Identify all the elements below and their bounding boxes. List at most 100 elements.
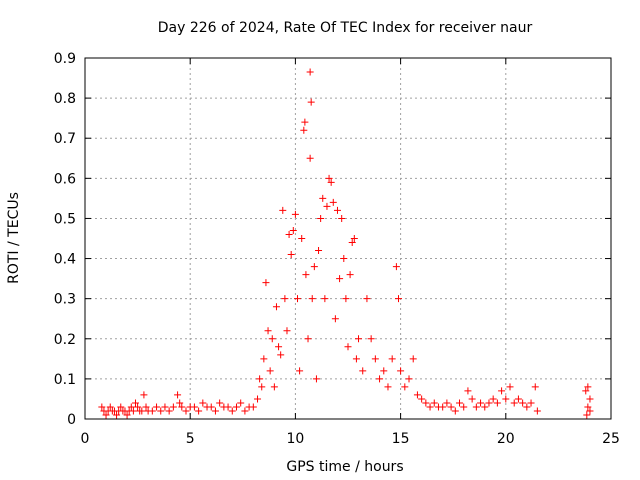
data-point bbox=[294, 295, 302, 303]
data-point bbox=[405, 375, 413, 383]
data-point bbox=[300, 126, 308, 134]
data-point bbox=[506, 383, 514, 391]
x-axis-label: GPS time / hours bbox=[286, 459, 403, 475]
data-point bbox=[285, 230, 293, 238]
y-tick-label: 0 bbox=[67, 412, 76, 428]
data-points bbox=[98, 68, 594, 419]
y-tick-label: 0.8 bbox=[54, 91, 76, 107]
data-point bbox=[178, 403, 186, 411]
data-point bbox=[241, 407, 249, 415]
data-point bbox=[319, 194, 327, 202]
data-point bbox=[485, 399, 493, 407]
data-point bbox=[169, 403, 177, 411]
data-point bbox=[270, 383, 278, 391]
data-point bbox=[161, 403, 169, 411]
chart-title: Day 226 of 2024, Rate Of TEC Index for r… bbox=[158, 20, 533, 36]
data-point bbox=[584, 383, 592, 391]
data-point bbox=[304, 335, 312, 343]
data-point bbox=[260, 355, 268, 363]
data-point bbox=[460, 403, 468, 411]
data-point bbox=[224, 403, 232, 411]
data-point bbox=[283, 327, 291, 335]
data-point bbox=[331, 315, 339, 323]
data-point bbox=[298, 235, 306, 242]
data-point bbox=[254, 395, 262, 403]
data-point bbox=[211, 407, 219, 415]
data-point bbox=[418, 395, 426, 403]
data-point bbox=[409, 355, 417, 363]
plot-frame bbox=[84, 57, 612, 420]
data-point bbox=[422, 399, 430, 407]
y-tick-label: 0.5 bbox=[54, 211, 76, 227]
data-point bbox=[216, 399, 224, 407]
data-point bbox=[237, 399, 245, 407]
data-point bbox=[477, 399, 485, 407]
data-point bbox=[117, 403, 125, 411]
data-point bbox=[102, 411, 110, 419]
x-tick-label: 10 bbox=[286, 431, 304, 447]
data-point bbox=[430, 399, 438, 407]
data-point bbox=[277, 351, 285, 359]
data-point bbox=[140, 391, 148, 399]
data-point bbox=[279, 206, 287, 214]
data-point bbox=[148, 407, 156, 415]
data-point bbox=[174, 391, 182, 399]
data-point bbox=[153, 403, 161, 411]
x-tick-label: 20 bbox=[497, 431, 515, 447]
data-point bbox=[344, 343, 352, 351]
data-point bbox=[371, 355, 379, 363]
data-point bbox=[439, 403, 447, 411]
data-point bbox=[287, 251, 295, 259]
data-point bbox=[451, 407, 459, 415]
data-point bbox=[321, 295, 329, 303]
y-tick-label: 0.6 bbox=[54, 171, 76, 187]
data-point bbox=[502, 395, 510, 403]
data-point bbox=[291, 210, 299, 218]
data-point bbox=[510, 399, 518, 407]
data-point bbox=[301, 118, 309, 126]
data-point bbox=[380, 367, 388, 375]
data-point bbox=[127, 403, 135, 411]
data-point bbox=[176, 399, 184, 407]
data-point bbox=[266, 367, 274, 375]
data-point bbox=[281, 295, 289, 303]
data-point bbox=[464, 387, 472, 395]
data-point bbox=[359, 367, 367, 375]
x-tick-label: 15 bbox=[392, 431, 410, 447]
data-point bbox=[584, 403, 592, 411]
data-point bbox=[340, 255, 348, 263]
data-point bbox=[350, 235, 358, 242]
data-point bbox=[527, 399, 535, 407]
data-point bbox=[195, 407, 203, 415]
y-tick-label: 0.1 bbox=[54, 372, 76, 388]
data-point bbox=[157, 407, 165, 415]
data-point bbox=[182, 407, 190, 415]
data-point bbox=[190, 403, 198, 411]
data-point bbox=[456, 399, 464, 407]
data-point bbox=[346, 271, 354, 279]
data-point bbox=[207, 403, 215, 411]
data-point bbox=[586, 407, 594, 415]
data-point bbox=[302, 271, 310, 279]
data-point bbox=[333, 206, 341, 214]
axis-ticks: 0 0.1 0.2 0.3 0.4 0.5 0.6 0.7 0.8 0.9 0 5 10 15 20 25 bbox=[54, 51, 620, 447]
data-point bbox=[106, 403, 114, 411]
y-axis-label: ROTI / TECUs bbox=[6, 192, 22, 284]
data-point bbox=[308, 295, 316, 303]
data-point bbox=[323, 202, 331, 210]
data-point bbox=[268, 335, 276, 343]
y-tick-label: 0.4 bbox=[54, 252, 76, 268]
data-point bbox=[533, 407, 541, 415]
data-point bbox=[98, 403, 106, 411]
data-point bbox=[232, 403, 240, 411]
data-point bbox=[498, 387, 506, 395]
data-point bbox=[315, 247, 323, 255]
data-point bbox=[426, 403, 434, 411]
data-point bbox=[228, 407, 236, 415]
data-point bbox=[199, 399, 207, 407]
data-point bbox=[472, 403, 480, 411]
x-tick-label: 25 bbox=[602, 431, 620, 447]
data-point bbox=[312, 375, 320, 383]
data-point bbox=[306, 154, 314, 162]
data-point bbox=[289, 226, 297, 234]
